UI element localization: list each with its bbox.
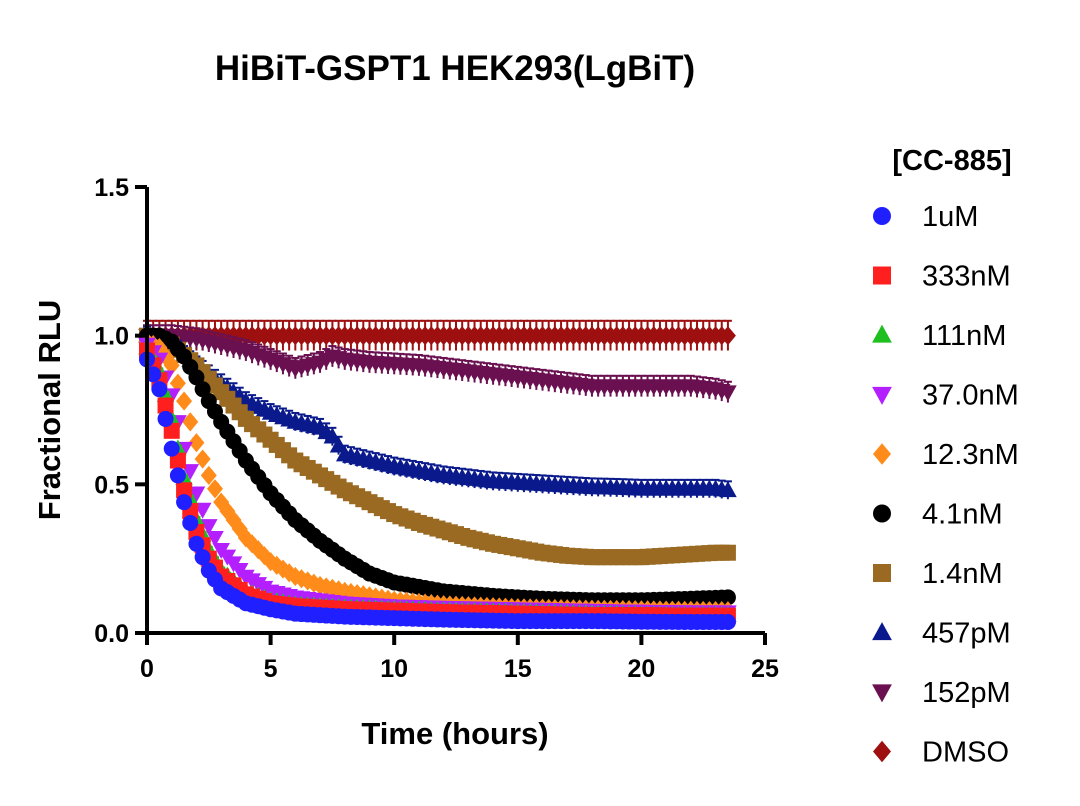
data-point (194, 449, 211, 469)
data-point (145, 366, 162, 383)
chart-title: HiBiT-GSPT1 HEK293(LgBiT) (215, 49, 695, 88)
data-point (225, 510, 242, 530)
data-point (719, 544, 736, 561)
legend-label: 333nM (922, 261, 1011, 293)
data-point (200, 519, 218, 536)
legend-label: 37.0nM (922, 380, 1019, 412)
legend-label: DMSO (922, 737, 1009, 769)
legend-label: 1uM (922, 201, 978, 233)
data-point (163, 422, 180, 439)
ticks: 0 5 10 15 20 25 0.0 0.5 1.0 1.5 (94, 174, 779, 683)
data-point (281, 563, 298, 583)
y-axis-title: Fractional RLU (32, 300, 67, 520)
data-point (719, 385, 737, 402)
legend-label: 457pM (922, 618, 1011, 650)
legend-marker-457pM (872, 622, 892, 641)
legend-marker-111nM (872, 324, 892, 343)
legend-marker-1uM (873, 207, 891, 225)
legend-marker-37.0nM (872, 386, 892, 405)
data-point (719, 481, 737, 498)
data-point (323, 427, 342, 444)
data-point (244, 534, 261, 554)
x-tick-label: 5 (264, 655, 278, 683)
x-tick-label: 25 (751, 655, 779, 683)
x-tick-label: 10 (380, 655, 408, 683)
data-point (329, 436, 348, 453)
legend-label: 111nM (922, 320, 1006, 352)
data-point (157, 410, 174, 427)
y-tick-label: 1.0 (94, 323, 129, 351)
axes (145, 187, 765, 635)
x-tick-label: 0 (140, 655, 154, 683)
data-point (188, 535, 205, 552)
data-point (305, 573, 322, 593)
data-point (176, 391, 193, 411)
data-point (182, 412, 199, 432)
data-point (157, 397, 174, 414)
data-point (182, 514, 199, 531)
legend: [CC-885] 1uM 333nM 111nM 37.0nM 12.3nM 4.1nM 1… (872, 145, 1019, 769)
legend-label: 4.1nM (922, 499, 1003, 531)
data-point (176, 482, 193, 499)
data-point (250, 540, 267, 560)
legend-marker-333nM (873, 266, 891, 285)
y-tick-label: 1.5 (94, 174, 129, 202)
series-152pM (138, 324, 737, 403)
legend-marker-4.1nM (873, 504, 891, 523)
data-point (719, 326, 736, 346)
legend-label: 12.3nM (922, 439, 1019, 471)
data-point (163, 355, 180, 375)
series-DMSO (139, 319, 736, 351)
legend-marker-152pM (872, 684, 892, 703)
data-point (176, 494, 193, 511)
legend-label: 1.4nM (922, 558, 1003, 590)
data-point (206, 531, 224, 548)
data-point (200, 465, 217, 486)
x-axis-title: Time (hours) (361, 716, 548, 751)
y-tick-label: 0.0 (94, 620, 129, 648)
legend-label: 152pM (922, 677, 1011, 709)
data-point (151, 381, 168, 398)
data-point (287, 566, 304, 587)
data-point (219, 501, 236, 521)
data-point (188, 433, 205, 453)
data-point (206, 479, 223, 499)
data-point (169, 467, 186, 484)
data-point (188, 369, 205, 386)
plot-area (138, 319, 737, 630)
legend-marker-1.4nM (873, 564, 891, 582)
series-457pM (138, 325, 737, 500)
data-point (274, 559, 291, 579)
legend-marker-DMSO (873, 740, 891, 763)
data-point (719, 589, 736, 606)
legend-marker-12.3nM (873, 443, 891, 465)
data-point (194, 549, 211, 566)
series-1.4nM (139, 327, 736, 566)
data-point (163, 440, 180, 457)
series-1uM (139, 351, 736, 630)
data-point (194, 381, 211, 398)
legend-title: [CC-885] (892, 145, 1011, 177)
data-point (169, 452, 186, 469)
x-tick-label: 20 (627, 655, 655, 683)
y-tick-label: 0.5 (94, 471, 129, 499)
data-point (169, 373, 186, 393)
x-tick-label: 15 (504, 655, 532, 683)
data-point (719, 613, 736, 630)
